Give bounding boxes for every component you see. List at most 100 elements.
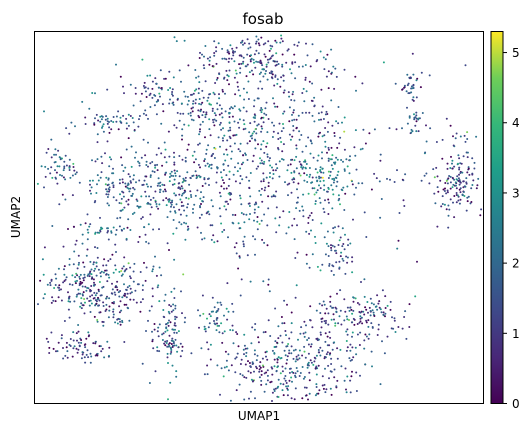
scatter-point xyxy=(259,109,262,112)
scatter-point xyxy=(86,213,89,216)
scatter-point xyxy=(333,368,336,371)
scatter-point xyxy=(181,345,184,348)
scatter-point xyxy=(307,136,310,139)
scatter-point xyxy=(273,358,276,361)
scatter-point xyxy=(208,164,211,166)
scatter-point xyxy=(220,322,223,325)
scatter-point xyxy=(231,329,234,332)
scatter-point xyxy=(165,342,168,344)
scatter-point xyxy=(292,129,295,132)
scatter-point xyxy=(383,352,386,355)
scatter-point xyxy=(234,357,237,360)
scatter-point xyxy=(249,122,252,125)
scatter-point xyxy=(464,64,467,67)
scatter-point xyxy=(256,354,259,357)
scatter-point xyxy=(315,373,318,376)
scatter-point xyxy=(466,151,469,154)
scatter-point xyxy=(228,57,231,60)
scatter-point xyxy=(327,312,330,315)
scatter-point xyxy=(219,195,222,198)
scatter-point xyxy=(262,140,265,143)
scatter-point xyxy=(270,195,273,198)
scatter-point xyxy=(274,217,277,220)
scatter-point xyxy=(137,241,140,243)
scatter-point xyxy=(123,206,126,209)
scatter-point xyxy=(199,314,202,317)
scatter-point xyxy=(63,265,66,268)
scatter-point xyxy=(226,139,229,142)
scatter-point xyxy=(69,338,72,340)
scatter-point xyxy=(198,326,200,329)
scatter-point xyxy=(132,280,135,283)
scatter-point xyxy=(152,347,155,350)
scatter-point xyxy=(129,115,132,117)
scatter-point xyxy=(265,101,268,104)
scatter-point xyxy=(133,129,136,131)
scatter-point xyxy=(164,330,167,333)
scatter-point xyxy=(265,65,268,68)
scatter-point xyxy=(172,206,175,209)
scatter-point xyxy=(45,151,48,154)
scatter-point xyxy=(166,340,169,342)
scatter-point xyxy=(271,136,274,138)
scatter-point xyxy=(99,345,102,348)
scatter-point xyxy=(450,155,452,158)
scatter-point xyxy=(327,201,330,204)
scatter-point xyxy=(111,301,114,304)
scatter-point xyxy=(288,352,291,355)
scatter-point xyxy=(219,145,221,148)
scatter-point xyxy=(361,182,364,185)
scatter-point xyxy=(221,47,224,50)
scatter-point xyxy=(333,132,336,134)
scatter-point xyxy=(274,64,277,67)
scatter-point xyxy=(457,177,460,180)
scatter-point xyxy=(326,130,329,133)
scatter-point xyxy=(429,127,432,130)
scatter-point xyxy=(258,223,261,225)
scatter-point xyxy=(133,262,136,265)
scatter-point xyxy=(199,110,202,113)
scatter-point xyxy=(68,166,71,169)
scatter-point xyxy=(348,357,351,360)
scatter-point xyxy=(321,151,323,154)
scatter-point xyxy=(447,204,450,207)
scatter-point xyxy=(228,69,231,72)
scatter-point xyxy=(253,211,256,214)
scatter-point xyxy=(74,243,77,246)
scatter-point xyxy=(91,277,94,280)
scatter-point xyxy=(346,328,349,331)
scatter-point xyxy=(55,171,58,174)
scatter-point xyxy=(269,157,271,160)
scatter-point xyxy=(404,173,407,176)
scatter-point xyxy=(110,120,113,122)
scatter-point xyxy=(373,172,376,175)
scatter-point xyxy=(397,326,400,328)
scatter-point xyxy=(132,298,135,301)
scatter-point xyxy=(275,190,278,193)
scatter-point xyxy=(106,227,109,230)
scatter-point xyxy=(181,187,184,190)
scatter-point xyxy=(193,203,196,206)
scatter-point xyxy=(319,331,322,334)
scatter-point xyxy=(182,273,185,276)
scatter-point xyxy=(250,342,253,345)
scatter-point xyxy=(287,91,290,94)
scatter-point xyxy=(315,191,318,194)
scatter-point xyxy=(360,310,363,313)
scatter-point xyxy=(310,212,313,214)
scatter-point xyxy=(291,119,294,122)
scatter-point xyxy=(424,151,427,154)
scatter-point xyxy=(89,295,92,298)
scatter-point xyxy=(293,53,296,56)
scatter-point xyxy=(376,308,379,311)
scatter-point xyxy=(227,203,230,205)
scatter-point xyxy=(173,344,176,347)
scatter-point xyxy=(229,126,232,129)
scatter-point xyxy=(72,347,75,350)
scatter-point xyxy=(283,322,286,325)
scatter-point xyxy=(221,57,224,60)
scatter-point xyxy=(156,163,159,166)
scatter-point xyxy=(441,203,444,205)
scatter-point xyxy=(325,75,328,78)
scatter-point xyxy=(367,311,369,314)
